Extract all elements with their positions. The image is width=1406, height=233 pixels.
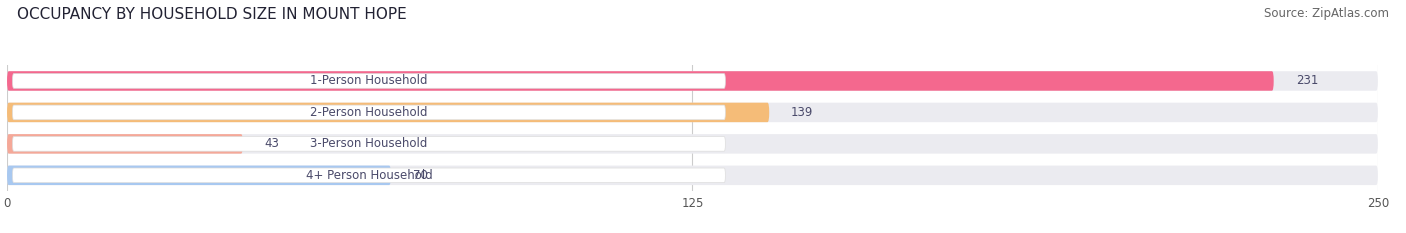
FancyBboxPatch shape [7,103,769,122]
FancyBboxPatch shape [7,103,1378,122]
FancyBboxPatch shape [13,74,725,88]
FancyBboxPatch shape [7,71,1274,91]
Text: OCCUPANCY BY HOUSEHOLD SIZE IN MOUNT HOPE: OCCUPANCY BY HOUSEHOLD SIZE IN MOUNT HOP… [17,7,406,22]
FancyBboxPatch shape [13,168,725,183]
FancyBboxPatch shape [13,105,725,120]
FancyBboxPatch shape [7,134,243,154]
Text: 4+ Person Household: 4+ Person Household [305,169,432,182]
Text: Source: ZipAtlas.com: Source: ZipAtlas.com [1264,7,1389,20]
Text: 139: 139 [792,106,814,119]
Text: 231: 231 [1296,75,1317,87]
FancyBboxPatch shape [7,134,1378,154]
Text: 43: 43 [264,137,280,150]
Text: 1-Person Household: 1-Person Household [311,75,427,87]
FancyBboxPatch shape [7,166,1378,185]
FancyBboxPatch shape [7,71,1378,91]
FancyBboxPatch shape [13,137,725,151]
Text: 70: 70 [413,169,427,182]
FancyBboxPatch shape [7,166,391,185]
Text: 2-Person Household: 2-Person Household [311,106,427,119]
Text: 3-Person Household: 3-Person Household [311,137,427,150]
